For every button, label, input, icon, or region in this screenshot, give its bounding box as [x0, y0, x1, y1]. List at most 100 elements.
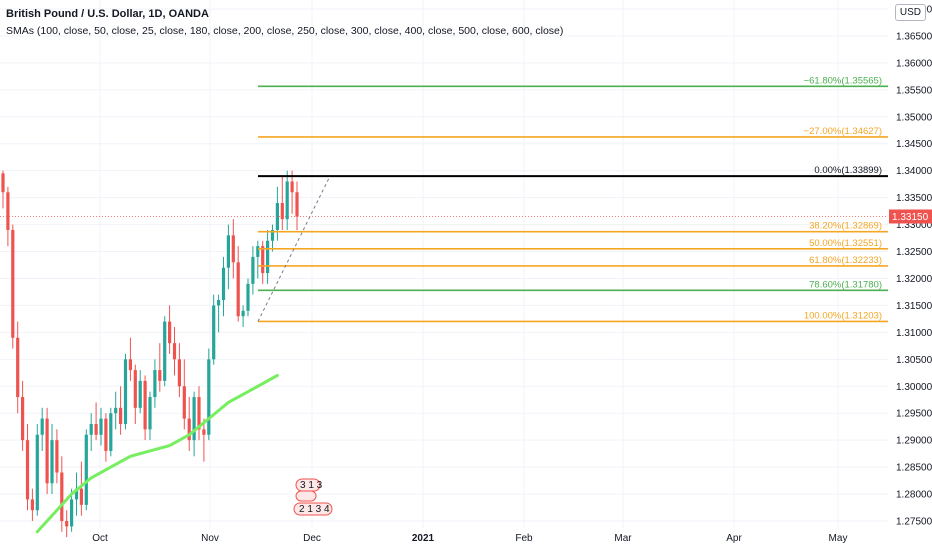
- event-badge-mid: [295, 490, 317, 502]
- candle-body: [212, 305, 216, 360]
- candle-body: [197, 397, 201, 430]
- candle-body: [177, 359, 181, 387]
- candle: [246, 278, 250, 317]
- candle-body: [65, 521, 69, 527]
- candle-body: [217, 300, 221, 306]
- candle: [89, 413, 93, 451]
- candle: [236, 246, 240, 322]
- candle: [114, 391, 118, 430]
- candle: [30, 488, 34, 521]
- candle: [256, 240, 260, 279]
- candle: [55, 429, 59, 484]
- candle-body: [60, 472, 64, 521]
- candle: [25, 423, 30, 511]
- candle: [79, 461, 83, 516]
- candle: [202, 418, 206, 462]
- candle: [74, 472, 79, 516]
- fib-level-label: 38.20%(1.32869): [809, 221, 882, 232]
- fib-level-label: 78.60%(1.31780): [809, 279, 882, 290]
- candle-body: [280, 203, 284, 220]
- candle: [16, 321, 20, 414]
- y-tick-label: 1.31000: [896, 328, 932, 339]
- candle-body: [16, 337, 20, 398]
- candle-body: [251, 256, 255, 284]
- y-tick-label: 1.29000: [896, 436, 932, 447]
- y-tick-label: 1.36000: [896, 58, 932, 69]
- candle: [163, 316, 167, 387]
- candle-body: [99, 418, 103, 435]
- candle-body: [123, 359, 128, 424]
- y-tick-label: 1.33500: [896, 193, 932, 204]
- candle-body: [270, 229, 275, 241]
- candle: [280, 176, 284, 230]
- symbol-title: British Pound / U.S. Dollar, 1D, OANDA: [6, 8, 209, 20]
- candle: [290, 170, 294, 214]
- current-price-tag: 1.33150: [889, 209, 932, 224]
- candle: [11, 224, 15, 349]
- candle: [128, 337, 132, 381]
- candle: [177, 343, 181, 398]
- candle-body: [202, 429, 206, 435]
- candle-body: [275, 203, 279, 230]
- x-tick-label: Apr: [726, 533, 742, 544]
- fib-level-label: −27.00%(1.34627): [804, 126, 882, 137]
- candle-body: [256, 246, 260, 257]
- candle: [241, 305, 245, 327]
- candle: [35, 423, 39, 516]
- price-tag-text: 1.33150: [892, 212, 929, 223]
- x-tick-label: Nov: [201, 533, 219, 544]
- candle: [40, 407, 44, 451]
- candle: [187, 397, 191, 451]
- indicator-legend[interactable]: SMAs (100, close, 50, close, 25, close, …: [6, 25, 564, 37]
- event-badges[interactable]: 3 1 3 2 1 3 4: [293, 478, 333, 516]
- candle-body: [40, 418, 44, 435]
- fib-level-label: −61.80%(1.35565): [804, 75, 882, 86]
- candle: [266, 229, 270, 284]
- candle-body: [226, 235, 230, 268]
- y-tick-label: 1.35000: [896, 112, 932, 123]
- candle-body: [158, 370, 162, 381]
- candle-body: [55, 440, 59, 473]
- candle: [197, 386, 201, 441]
- candle: [123, 353, 128, 430]
- x-tick-label: 2021: [412, 533, 435, 544]
- candle: [65, 510, 69, 538]
- candle-body: [89, 423, 93, 435]
- candle-body: [192, 397, 196, 441]
- candle: [94, 402, 98, 441]
- y-tick-label: 1.29500: [896, 409, 932, 420]
- candle-body: [207, 359, 211, 435]
- candle-body: [6, 192, 10, 230]
- price-tag-bg: [889, 209, 932, 224]
- fib-level-label: 50.00%(1.32551): [809, 238, 882, 249]
- y-tick-label: 1.32500: [896, 247, 932, 258]
- fib-level-label: 61.80%(1.32233): [809, 255, 882, 266]
- candle: [231, 219, 235, 279]
- candle-body: [241, 310, 245, 317]
- y-tick-label: 1.34000: [896, 166, 932, 177]
- y-tick-label: 1.30500: [896, 355, 932, 366]
- candle-body: [163, 321, 167, 381]
- candle: [1, 170, 5, 209]
- candle: [45, 407, 49, 495]
- candle-body: [35, 434, 39, 511]
- candle-body: [172, 343, 177, 360]
- candle-body: [1, 173, 5, 193]
- x-tick-label: Feb: [515, 533, 533, 544]
- candle: [99, 407, 103, 446]
- candle: [207, 348, 211, 441]
- x-tick-label: May: [829, 533, 848, 544]
- candle-body: [11, 229, 15, 338]
- currency-button[interactable]: USD: [894, 4, 926, 21]
- candle-body: [295, 192, 299, 217]
- candle: [172, 326, 177, 376]
- event-badge-count: 3 1 3: [300, 480, 323, 491]
- candle-body: [50, 440, 54, 484]
- candle: [119, 386, 123, 435]
- candle: [6, 186, 10, 247]
- candle: [168, 305, 172, 354]
- x-tick-label: Mar: [614, 533, 632, 544]
- candle-body: [153, 370, 157, 398]
